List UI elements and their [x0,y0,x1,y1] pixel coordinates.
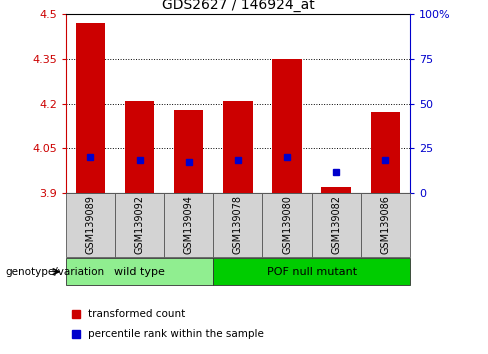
Bar [312,193,361,257]
Text: GSM139094: GSM139094 [184,195,194,254]
Text: POF null mutant: POF null mutant [266,267,357,277]
Bar [174,109,203,193]
Text: GSM139092: GSM139092 [135,195,144,254]
Bar [164,193,213,257]
Bar [213,258,410,285]
Bar [322,187,351,193]
Text: GSM139089: GSM139089 [85,195,96,254]
Bar [115,193,164,257]
Text: transformed count: transformed count [88,309,185,319]
Text: GSM139086: GSM139086 [380,195,390,254]
Bar [263,193,312,257]
Bar [76,23,105,193]
Text: GSM139080: GSM139080 [282,195,292,254]
Text: percentile rank within the sample: percentile rank within the sample [88,329,264,339]
Bar [66,193,115,257]
Text: GSM139082: GSM139082 [331,195,341,254]
Bar [272,59,302,193]
Text: GSM139078: GSM139078 [233,195,243,254]
Text: genotype/variation: genotype/variation [5,267,104,277]
Bar [223,101,253,193]
Bar [125,101,154,193]
Text: wild type: wild type [114,267,165,277]
Bar [370,113,400,193]
Bar [361,193,410,257]
Title: GDS2627 / 146924_at: GDS2627 / 146924_at [162,0,314,12]
Bar [66,258,213,285]
Bar [213,193,263,257]
